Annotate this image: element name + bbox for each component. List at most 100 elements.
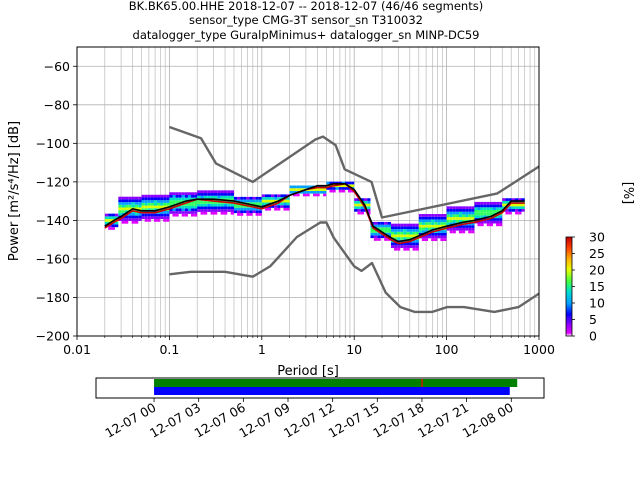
histogram-cell (443, 238, 447, 242)
histogram-cell (114, 224, 119, 228)
histogram-cell (462, 217, 466, 220)
histogram-cell (191, 192, 195, 195)
histogram-cell (267, 194, 272, 198)
histogram-cell (377, 227, 381, 231)
histogram-cell (446, 219, 450, 223)
histogram-cell (458, 230, 463, 234)
histogram-cell (246, 196, 250, 200)
histogram-cell (412, 231, 416, 235)
histogram-cell (332, 187, 336, 190)
histogram-cell (319, 190, 324, 194)
histogram-cell (434, 238, 438, 242)
histogram-cell (412, 245, 416, 248)
histogram-cell (437, 230, 441, 233)
histogram-cell (203, 206, 208, 210)
histogram-cell (309, 188, 314, 191)
histogram-cell (458, 211, 463, 215)
histogram-cell (449, 209, 453, 212)
histogram-cell (249, 199, 253, 203)
histogram-cell (306, 190, 310, 194)
coverage-bars (154, 379, 518, 395)
histogram-cell (400, 242, 404, 246)
histogram-cell (455, 217, 459, 220)
histogram-cell (431, 224, 435, 228)
histogram-cell (486, 201, 490, 205)
histogram-cell (114, 213, 119, 217)
histogram-cell (223, 195, 228, 199)
histogram-cell (172, 194, 176, 198)
histogram-cell (400, 223, 404, 227)
histogram-cell (418, 216, 422, 220)
histogram-cell (489, 220, 493, 224)
histogram-cell (431, 222, 435, 225)
histogram-cell (191, 194, 195, 198)
histogram-cell (249, 213, 253, 216)
histogram-cell (394, 226, 398, 230)
histogram-cell (323, 188, 327, 191)
histogram-cell (240, 210, 244, 214)
histogram-cell (474, 207, 478, 210)
histogram-cell (397, 237, 401, 240)
histogram-cell (128, 202, 132, 205)
histogram-cell (169, 211, 173, 214)
time-tick-label: 12-08 00 (460, 400, 516, 441)
histogram-cell (249, 202, 253, 205)
histogram-cell (147, 213, 151, 217)
histogram-cell (246, 207, 250, 211)
histogram-cell (213, 203, 218, 207)
histogram-cell (163, 213, 167, 217)
histogram-cell (462, 227, 466, 231)
histogram-cell (319, 188, 324, 191)
histogram-cell (283, 205, 287, 208)
histogram-cell (387, 230, 391, 233)
histogram-cell (380, 227, 385, 231)
histogram-cell (390, 245, 395, 248)
histogram-cell (163, 200, 167, 203)
x-tick-label: 1000 (523, 342, 555, 357)
histogram-cell (210, 201, 214, 204)
histogram-cell (261, 197, 265, 200)
histogram-cell (280, 205, 284, 208)
histogram-cell (492, 204, 497, 208)
histogram-cell (187, 194, 192, 198)
histogram-cell (141, 202, 145, 206)
histogram-cell (521, 203, 525, 207)
histogram-cell (400, 231, 404, 235)
histogram-cell (489, 223, 493, 227)
histogram-cell (255, 196, 259, 200)
histogram-cell (144, 200, 148, 203)
histogram-cell (465, 206, 469, 210)
histogram-cell (462, 219, 466, 223)
histogram-cell (471, 227, 475, 231)
histogram-cell (440, 216, 444, 220)
histogram-cell (172, 213, 176, 217)
histogram-cell (412, 229, 416, 232)
histogram-cell (465, 214, 469, 218)
histogram-cell (437, 214, 441, 217)
histogram-cell (160, 200, 164, 203)
histogram-cell (462, 225, 466, 228)
histogram-cell (237, 199, 241, 203)
histogram-cell (289, 188, 293, 191)
histogram-cell (292, 190, 297, 194)
histogram-cell (502, 200, 506, 204)
histogram-cell (483, 220, 487, 224)
histogram-cell (166, 216, 170, 220)
histogram-cell (406, 245, 410, 248)
histogram-cell (217, 193, 221, 196)
histogram-cell (160, 205, 164, 209)
histogram-cell (403, 247, 407, 251)
histogram-cell (283, 194, 287, 198)
histogram-cell (480, 212, 484, 216)
histogram-cell (468, 214, 472, 218)
colorbar-scale (565, 236, 573, 337)
histogram-cell (403, 229, 407, 232)
title-line-1: BK.BK65.00.HHE 2018-12-07 -- 2018-12-07 … (129, 0, 483, 13)
histogram-cell (289, 185, 293, 189)
histogram-cell (200, 206, 204, 210)
histogram-cell (172, 197, 176, 201)
histogram-cell (384, 221, 388, 225)
histogram-cell (223, 190, 228, 194)
histogram-cell (489, 204, 493, 208)
histogram-cell (409, 234, 413, 238)
